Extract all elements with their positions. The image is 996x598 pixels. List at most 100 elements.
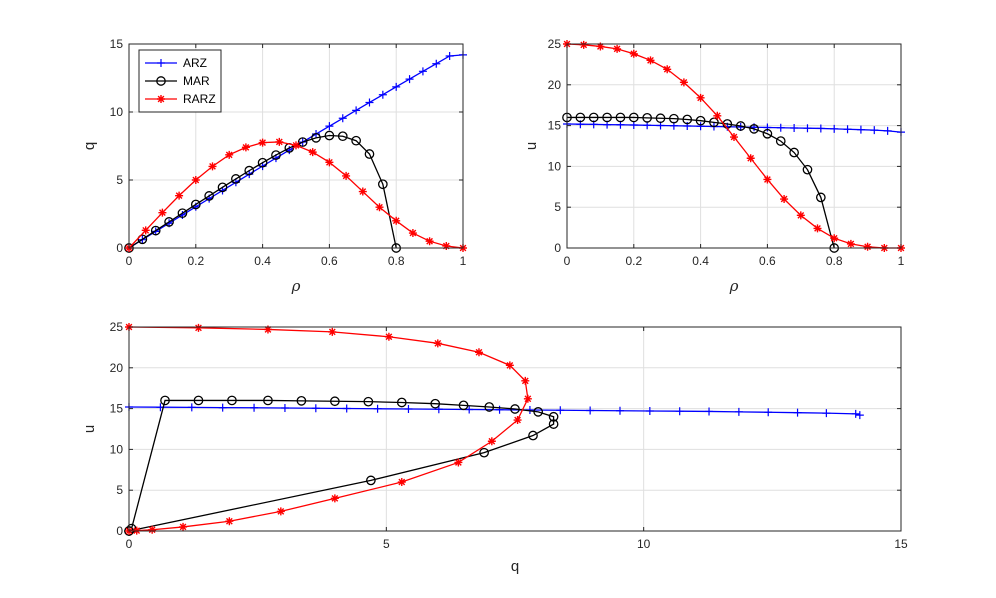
series-group — [562, 40, 905, 253]
data-point-rarz — [696, 93, 705, 102]
y-tick-label: 5 — [116, 483, 123, 497]
data-point-arz — [883, 126, 892, 135]
data-point-mar — [296, 395, 307, 406]
x-axis-label: q — [511, 558, 519, 575]
axes-box — [128, 326, 902, 532]
data-point-arz — [342, 404, 351, 413]
y-tick-label: 20 — [110, 361, 124, 375]
data-point-mar — [430, 398, 441, 409]
data-point-rarz — [141, 226, 150, 235]
data-point-mar — [548, 411, 559, 422]
data-point-arz — [404, 405, 413, 414]
data-point-rarz — [191, 176, 200, 184]
legend-marker-mar — [156, 76, 166, 86]
legend-marker-rarz — [157, 95, 165, 103]
data-point-arz — [803, 124, 812, 133]
data-point-rarz — [392, 216, 401, 225]
data-point-rarz — [596, 42, 605, 51]
data-point-arz — [870, 126, 879, 135]
y-tick-label: 20 — [548, 78, 562, 92]
data-point-arz — [793, 408, 802, 417]
data-point-mar — [484, 402, 495, 412]
data-point-rarz — [175, 191, 184, 200]
data-point-rarz — [679, 78, 688, 87]
data-point-mar — [510, 404, 520, 414]
data-point-rarz — [442, 241, 451, 250]
data-point-mar — [682, 114, 693, 125]
data-point-rarz — [830, 234, 839, 243]
data-point-rarz — [276, 507, 285, 516]
data-point-rarz — [663, 65, 672, 74]
data-point-arz — [151, 227, 160, 236]
data-point-mar — [366, 475, 376, 486]
data-point-rarz — [241, 143, 250, 152]
data-point-arz — [629, 121, 638, 130]
data-point-arz — [392, 82, 401, 91]
data-point-mar — [815, 192, 826, 203]
data-point-arz — [418, 67, 427, 76]
data-point-arz — [586, 406, 595, 415]
data-point-rarz — [258, 138, 267, 147]
series-line-arz — [128, 406, 861, 416]
data-point-arz — [280, 404, 289, 413]
data-point-arz — [495, 405, 504, 414]
data-point-rarz — [487, 437, 496, 446]
y-tick-label: 10 — [110, 442, 124, 456]
legend-label-mar: MAR — [183, 74, 210, 88]
data-point-mar — [337, 131, 348, 142]
y-tick-label: 15 — [110, 402, 124, 416]
data-point-rarz — [505, 361, 514, 370]
data-point-arz — [830, 124, 839, 133]
data-point-arz — [338, 114, 347, 123]
data-point-arz — [352, 106, 361, 115]
y-tick-label: 0 — [116, 524, 123, 538]
x-tick-label: 0.8 — [388, 254, 405, 268]
data-point-rarz — [342, 171, 351, 180]
data-point-mar — [263, 395, 273, 406]
data-point-rarz — [330, 494, 339, 503]
data-point-mar — [735, 121, 746, 131]
data-point-arz — [187, 403, 196, 412]
data-point-mar — [217, 182, 228, 193]
data-point-arz — [373, 404, 382, 413]
y-tick-label: 25 — [110, 320, 124, 334]
data-point-rarz — [780, 195, 789, 204]
data-point-mar — [311, 132, 321, 143]
data-point-arz — [843, 125, 852, 134]
x-tick-label: 0.4 — [254, 254, 271, 268]
data-point-rarz — [425, 237, 434, 246]
y-tick-label: 10 — [548, 159, 562, 173]
x-tick-label: 0.8 — [826, 254, 843, 268]
data-point-rarz — [813, 224, 822, 233]
plot-area — [567, 44, 901, 248]
data-point-mar — [802, 164, 813, 175]
data-point-rarz — [148, 525, 157, 534]
data-point-arz — [764, 408, 773, 417]
data-point-rarz — [194, 323, 203, 332]
y-tick-label: 5 — [116, 173, 123, 187]
data-point-mar — [775, 136, 786, 146]
data-point-mar — [533, 407, 544, 417]
data-point-rarz — [358, 187, 367, 196]
legend-label-rarz: RARZ — [183, 92, 216, 106]
data-point-rarz — [629, 49, 638, 58]
data-point-rarz — [513, 416, 522, 425]
data-point-arz — [790, 123, 799, 132]
data-point-arz — [250, 403, 259, 412]
data-point-mar — [190, 199, 201, 210]
x-tick-label: 0.6 — [759, 254, 776, 268]
axes-box — [128, 43, 464, 249]
data-point-arz — [645, 406, 654, 415]
plot-area — [129, 327, 901, 531]
data-point-rarz — [225, 517, 234, 526]
data-point-arz — [856, 125, 865, 134]
data-point-arz — [851, 409, 860, 418]
y-axis-label: u — [523, 142, 540, 150]
data-point-arz — [405, 75, 414, 84]
data-point-rarz — [863, 242, 872, 251]
x-tick-label: 1 — [460, 254, 467, 268]
data-point-rarz — [763, 175, 772, 184]
data-point-mar — [351, 135, 361, 146]
data-point-arz — [615, 406, 624, 415]
axes-box — [566, 43, 902, 249]
